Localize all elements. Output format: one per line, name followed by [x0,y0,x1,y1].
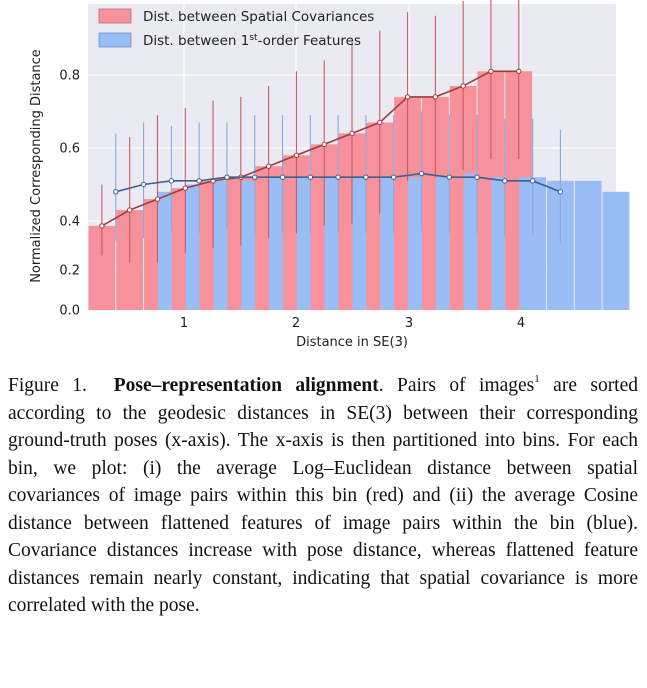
trend-point-blue [168,178,175,184]
trend-point-blue [446,174,452,180]
y-tick-label: 0.6 [59,142,80,157]
x-tick-label: 4 [517,316,525,331]
trend-point-blue [390,174,397,180]
legend-label-blue: Dist. between 1st-order Features [143,33,361,49]
caption-label: Figure 1. [8,375,87,396]
trend-point-red [349,130,355,137]
caption-text-2: are sorted according to the geodesic dis… [8,375,639,616]
trend-lines [99,68,564,229]
caption-footnote: 1 [534,373,540,385]
trend-point-blue [224,174,230,180]
legend-swatch-red [98,8,132,24]
y-tick-labels: 0.0 0.2 0.4 0.6 0.8 [59,69,80,319]
trend-point-blue [279,174,286,180]
figure-caption: Figure 1. Pose–representation alignment.… [8,372,638,620]
legend-blue-sup: st [249,33,258,43]
bar-first-order-feature [574,180,602,310]
trend-point-red [126,207,133,213]
trend-point-red [377,119,383,126]
bar-first-order-feature [602,191,630,310]
trend-point-red [293,152,300,159]
trend-point-blue [363,174,369,180]
bar-chart: 0.0 0.2 0.4 0.6 0.8 1 2 3 4 Distance in SE(3) N… [29,0,630,350]
trend-point-blue [557,189,564,195]
trend-point-red [460,83,466,89]
trend-point-blue [307,174,314,180]
legend-label-red: Dist. between Spatial Covariances [143,9,374,25]
legend-blue-prefix: Dist. between 1 [143,33,249,49]
x-tick-label: 2 [292,316,300,331]
trend-point-blue [474,174,480,180]
trend-point-red [432,94,439,100]
trend-point-blue [502,178,508,184]
x-axis-label: Distance in SE(3) [296,335,408,350]
caption-title: Pose–representation alignment [113,375,379,396]
trend-point-red [488,68,494,75]
trend-point-blue [113,189,119,195]
y-tick-label: 0.0 [59,304,80,319]
trend-point-red [154,196,161,202]
trend-point-blue [529,178,536,184]
trend-point-red [265,163,272,169]
trend-point-red [321,141,327,148]
trend-point-blue [418,170,425,177]
trend-point-blue [335,174,341,180]
y-tick-label: 0.8 [59,69,80,84]
legend-swatch-blue [98,32,132,48]
trend-point-red [182,185,188,191]
x-tick-label: 3 [405,316,413,331]
y-axis-label: Normalized Corresponding Distance [29,49,44,283]
x-tick-label: 1 [180,316,188,331]
trend-point-red [404,94,411,100]
caption-text-1: . Pairs of images [378,375,535,396]
trend-point-red [516,68,522,75]
x-tick-labels: 1 2 3 4 [180,316,525,331]
y-tick-label: 0.2 [59,264,80,279]
legend-blue-suffix: -order Features [258,33,361,49]
legend: Dist. between Spatial Covariances Dist. … [98,8,374,49]
y-tick-label: 0.4 [59,215,80,230]
trend-point-blue [196,178,202,184]
trend-point-blue [252,174,258,180]
trend-line-red [101,70,519,227]
trend-point-red [99,223,105,229]
trend-point-blue [140,181,147,188]
